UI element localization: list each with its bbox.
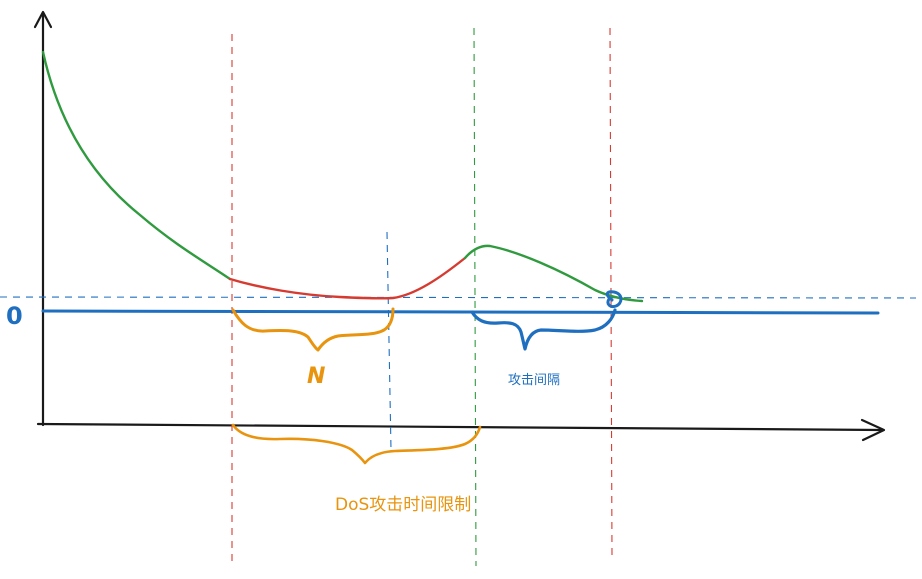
baseline-solid-line	[41, 309, 880, 315]
n-label: N	[307, 364, 325, 389]
baseline-zero-label: 0	[6, 302, 23, 330]
red-low-curve	[228, 256, 467, 300]
n-brace	[231, 307, 395, 352]
main-curve	[41, 50, 644, 303]
dos-time-limit-brace	[231, 423, 482, 465]
green-rise-curve	[463, 244, 644, 303]
x-axis-arrow-icon	[860, 418, 886, 442]
blue-guide-line	[386, 231, 392, 451]
threshold-dashed-line	[0, 296, 917, 299]
axes	[33, 10, 886, 442]
green-guide-line	[473, 27, 477, 567]
green-decay-curve	[41, 50, 232, 281]
dos-time-limit-label: DoS攻击时间限制	[335, 495, 471, 515]
x-axis	[36, 422, 884, 432]
attack-interval-label: 攻击间隔	[508, 373, 560, 388]
attack-interval-brace	[470, 308, 617, 351]
intersection-loop-icon	[605, 290, 623, 308]
y-axis-arrow-icon	[33, 10, 53, 29]
